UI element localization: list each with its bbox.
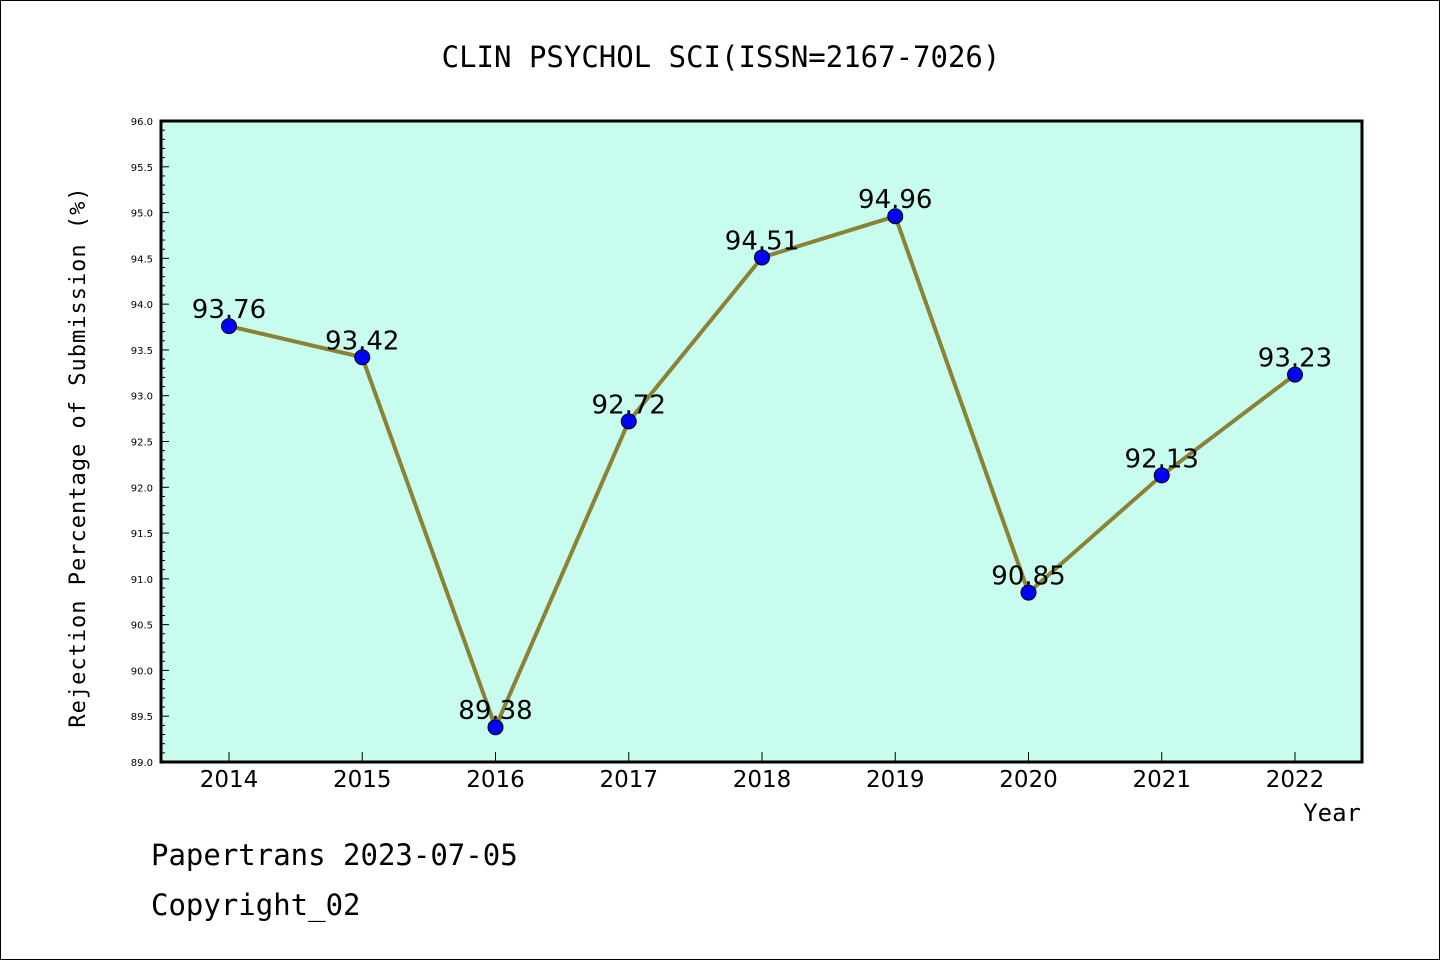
data-label: 89.38 <box>458 696 532 726</box>
data-label: 93.23 <box>1258 344 1332 374</box>
x-tick-label: 2018 <box>733 767 792 793</box>
data-label: 90.85 <box>991 562 1065 592</box>
data-point <box>487 719 504 736</box>
y-tick-label: 90.5 <box>131 621 153 632</box>
x-tick-label: 2016 <box>466 767 525 793</box>
y-tick-label: 91.0 <box>131 575 153 586</box>
data-point <box>354 349 371 366</box>
data-point <box>1020 584 1037 601</box>
data-label: 93.42 <box>325 326 399 356</box>
data-label: 93.76 <box>192 295 266 325</box>
x-tick-label: 2020 <box>999 767 1058 793</box>
plot-area <box>161 121 1362 762</box>
data-point <box>887 208 904 225</box>
x-tick-label: 2017 <box>599 767 658 793</box>
y-tick-label: 90.0 <box>131 666 153 677</box>
x-tick-label: 2015 <box>333 767 392 793</box>
y-tick-label: 92.0 <box>131 483 153 494</box>
data-point <box>221 318 237 335</box>
data-label: 94.96 <box>858 185 932 215</box>
data-labels: 93.76 93.42 89.38 92.72 94.51 94.96 90.85 92.13… <box>192 185 1332 726</box>
y-tick-label: 92.5 <box>131 438 153 449</box>
data-label: 94.51 <box>725 226 799 256</box>
data-label: 92.13 <box>1125 444 1199 474</box>
y-tick-label: 93.0 <box>131 392 153 403</box>
data-point <box>1153 467 1170 484</box>
x-tick-label: 2019 <box>866 767 925 793</box>
data-markers <box>221 208 1303 736</box>
y-axis-title: Rejection Percentage of Submission (%) <box>66 186 91 727</box>
x-axis-title: Year <box>1303 799 1361 827</box>
x-tick-label: 2022 <box>1266 767 1325 793</box>
y-tick-label: 95.5 <box>131 163 153 174</box>
y-tick-label: 89.0 <box>131 758 153 769</box>
x-tick-label: 2021 <box>1132 767 1191 793</box>
y-tick-label: 96.0 <box>131 117 153 128</box>
y-tick-label: 95.0 <box>131 209 153 220</box>
footer-copyright-text: Copyright_02 <box>151 888 361 923</box>
x-tick-label: 2014 <box>200 767 259 793</box>
data-point <box>754 249 770 266</box>
y-tick-label: 94.0 <box>131 300 153 311</box>
chart-title: CLIN PSYCHOL SCI(ISSN=2167-7026) <box>442 40 1001 74</box>
y-tick-label: 91.5 <box>131 529 153 540</box>
data-point <box>1287 366 1303 383</box>
y-tick-label: 89.5 <box>131 712 153 723</box>
plot-border <box>159 119 1364 764</box>
data-label: 92.72 <box>592 390 666 420</box>
footer-date-text: Papertrans 2023-07-05 <box>151 838 518 872</box>
data-point <box>620 413 637 430</box>
x-axis-ticks: 2014 2015 2016 2017 2018 2019 2020 2021 2022 <box>200 752 1325 793</box>
y-tick-label: 94.5 <box>131 254 153 265</box>
y-tick-label: 93.5 <box>131 346 153 357</box>
